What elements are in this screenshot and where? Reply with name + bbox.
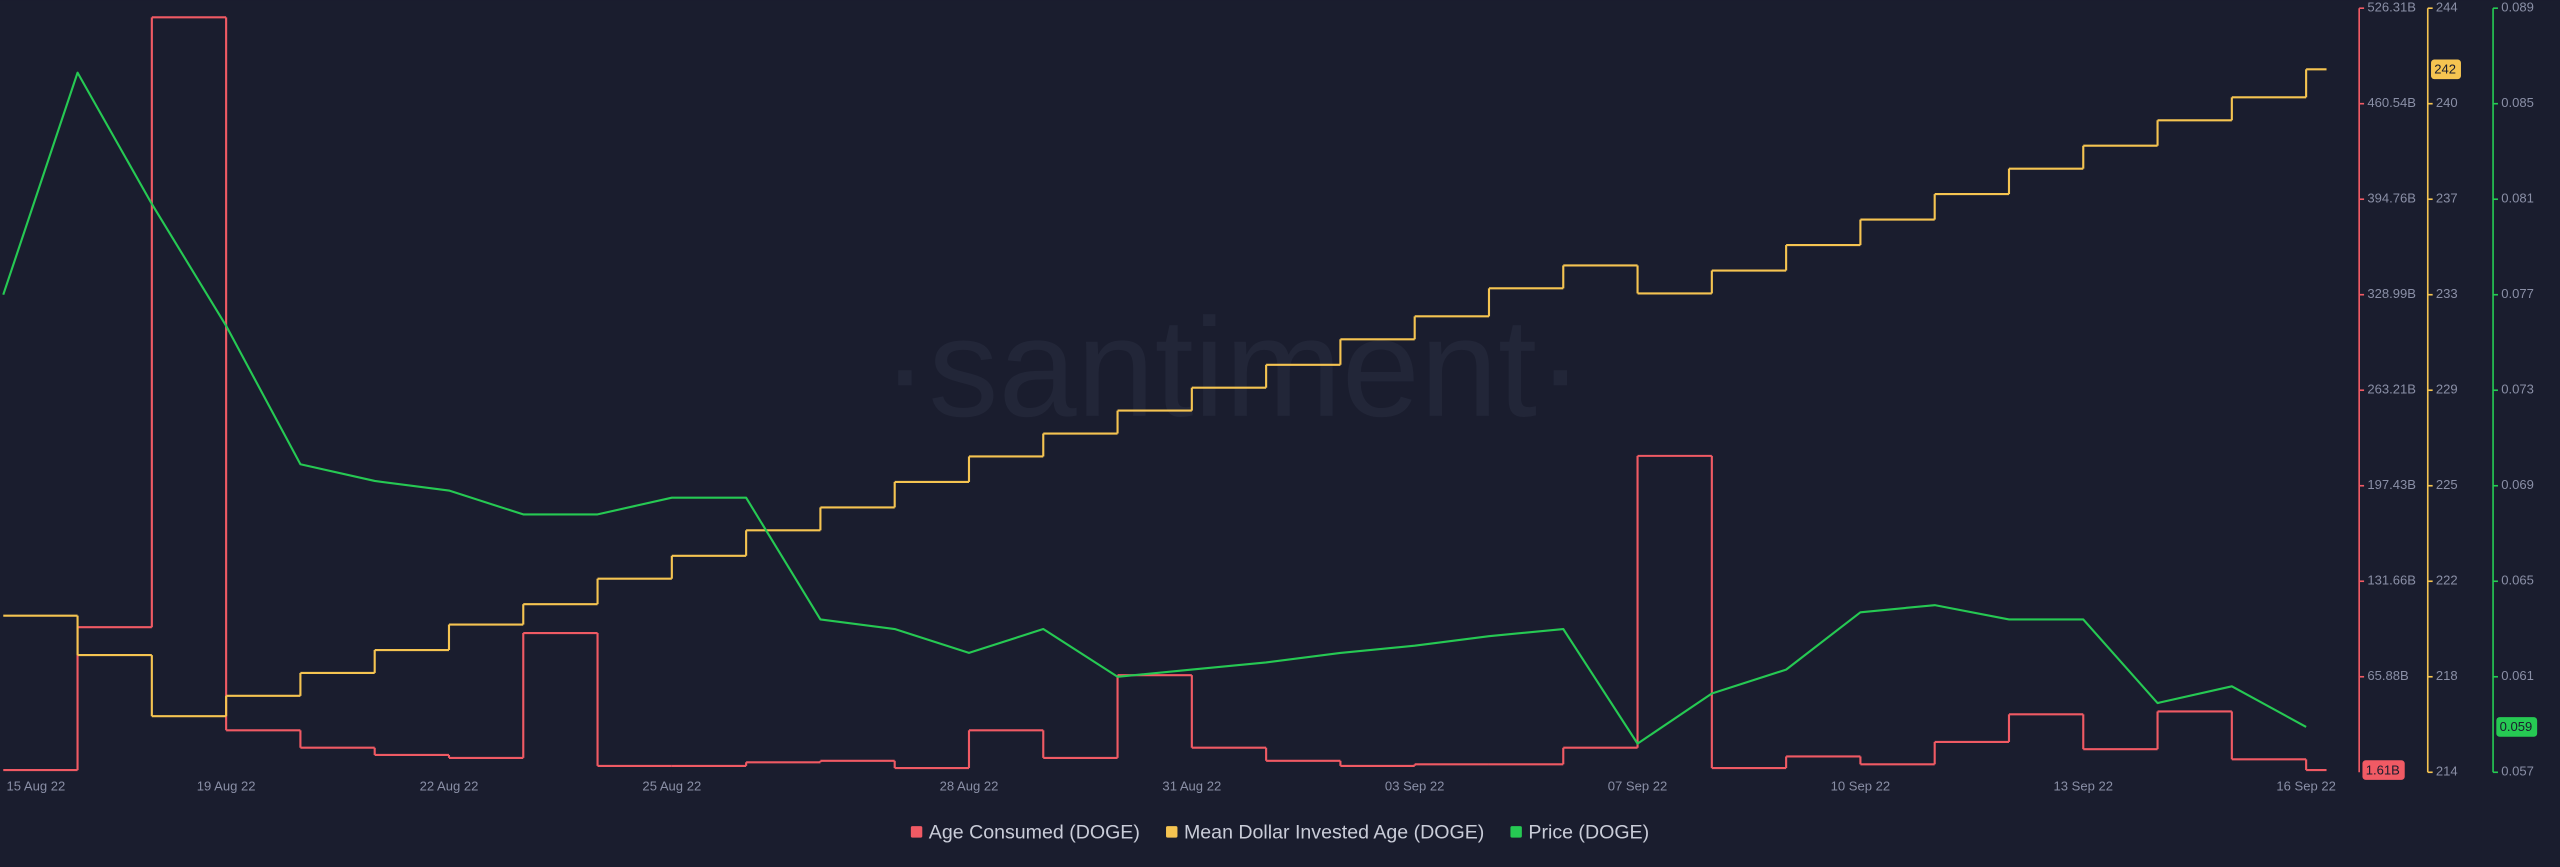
y-tick-label: 0.065 bbox=[2501, 573, 2534, 588]
value-label: 0.059 bbox=[2500, 719, 2533, 734]
y-tick-label: 229 bbox=[2436, 382, 2458, 397]
value-label: 242 bbox=[2434, 62, 2456, 77]
legend-swatch bbox=[1166, 826, 1178, 838]
y-tick-label: 526.31B bbox=[2367, 0, 2416, 15]
y-tick-label: 0.089 bbox=[2501, 0, 2534, 15]
y-tick-label: 0.085 bbox=[2501, 95, 2534, 110]
x-tick-label: 07 Sep 22 bbox=[1608, 778, 1668, 793]
legend-label: Mean Dollar Invested Age (DOGE) bbox=[1184, 822, 1484, 844]
y-tick-label: 222 bbox=[2436, 573, 2458, 588]
x-tick-label: 15 Aug 22 bbox=[7, 778, 66, 793]
x-tick-label: 16 Sep 22 bbox=[2276, 778, 2336, 793]
y-tick-label: 460.54B bbox=[2367, 95, 2416, 110]
value-badge bbox=[2431, 59, 2461, 80]
price-line bbox=[2, 71, 2307, 745]
y-tick-label: 328.99B bbox=[2367, 286, 2416, 301]
y-tick-label: 263.21B bbox=[2367, 382, 2416, 397]
value-label: 1.61B bbox=[2366, 762, 2400, 777]
series bbox=[3, 16, 2327, 772]
y-tick-label: 0.061 bbox=[2501, 668, 2534, 683]
legend-swatch bbox=[910, 826, 923, 838]
y-tick-label: 214 bbox=[2436, 764, 2458, 779]
legend: Age Consumed (DOGE) Mean Dollar Invested … bbox=[910, 822, 1649, 844]
series bbox=[2, 71, 2307, 745]
legend-label: Price (DOGE) bbox=[1528, 822, 1649, 844]
legend-label: Age Consumed (DOGE) bbox=[929, 822, 1140, 844]
y-tick-label: 65.88B bbox=[2367, 668, 2409, 683]
series bbox=[3, 68, 2327, 718]
y-tick-label: 131.66B bbox=[2367, 573, 2416, 588]
x-tick-label: 03 Sep 22 bbox=[1385, 778, 1445, 793]
y-tick-label: 0.069 bbox=[2501, 477, 2534, 492]
legend-swatch bbox=[1510, 826, 1522, 838]
x-tick-label: 13 Sep 22 bbox=[2054, 778, 2114, 793]
x-tick-label: 25 Aug 22 bbox=[642, 778, 701, 793]
y-tick-label: 0.073 bbox=[2501, 382, 2534, 397]
x-tick-label: 19 Aug 22 bbox=[197, 778, 256, 793]
y-tick-label: 237 bbox=[2436, 191, 2458, 206]
y-tick-label: 0.057 bbox=[2501, 764, 2534, 779]
y-tick-label: 240 bbox=[2436, 95, 2458, 110]
y-tick-label: 225 bbox=[2436, 477, 2458, 492]
y-tick-label: 218 bbox=[2436, 668, 2458, 683]
y-tick-label: 0.081 bbox=[2501, 191, 2534, 206]
x-tick-label: 22 Aug 22 bbox=[420, 778, 479, 793]
y-tick-label: 197.43B bbox=[2367, 477, 2416, 492]
watermark: ·santiment· bbox=[882, 289, 1584, 446]
x-tick-label: 31 Aug 22 bbox=[1162, 778, 1221, 793]
value-badge bbox=[2362, 760, 2405, 780]
y-tick-label: 244 bbox=[2436, 0, 2458, 15]
value-badge bbox=[2496, 717, 2538, 737]
y-tick-label: 394.76B bbox=[2367, 191, 2416, 206]
x-tick-label: 28 Aug 22 bbox=[940, 778, 999, 793]
y-tick-label: 233 bbox=[2436, 286, 2458, 301]
y-tick-label: 0.077 bbox=[2501, 286, 2534, 301]
x-tick-label: 10 Sep 22 bbox=[1831, 778, 1891, 793]
